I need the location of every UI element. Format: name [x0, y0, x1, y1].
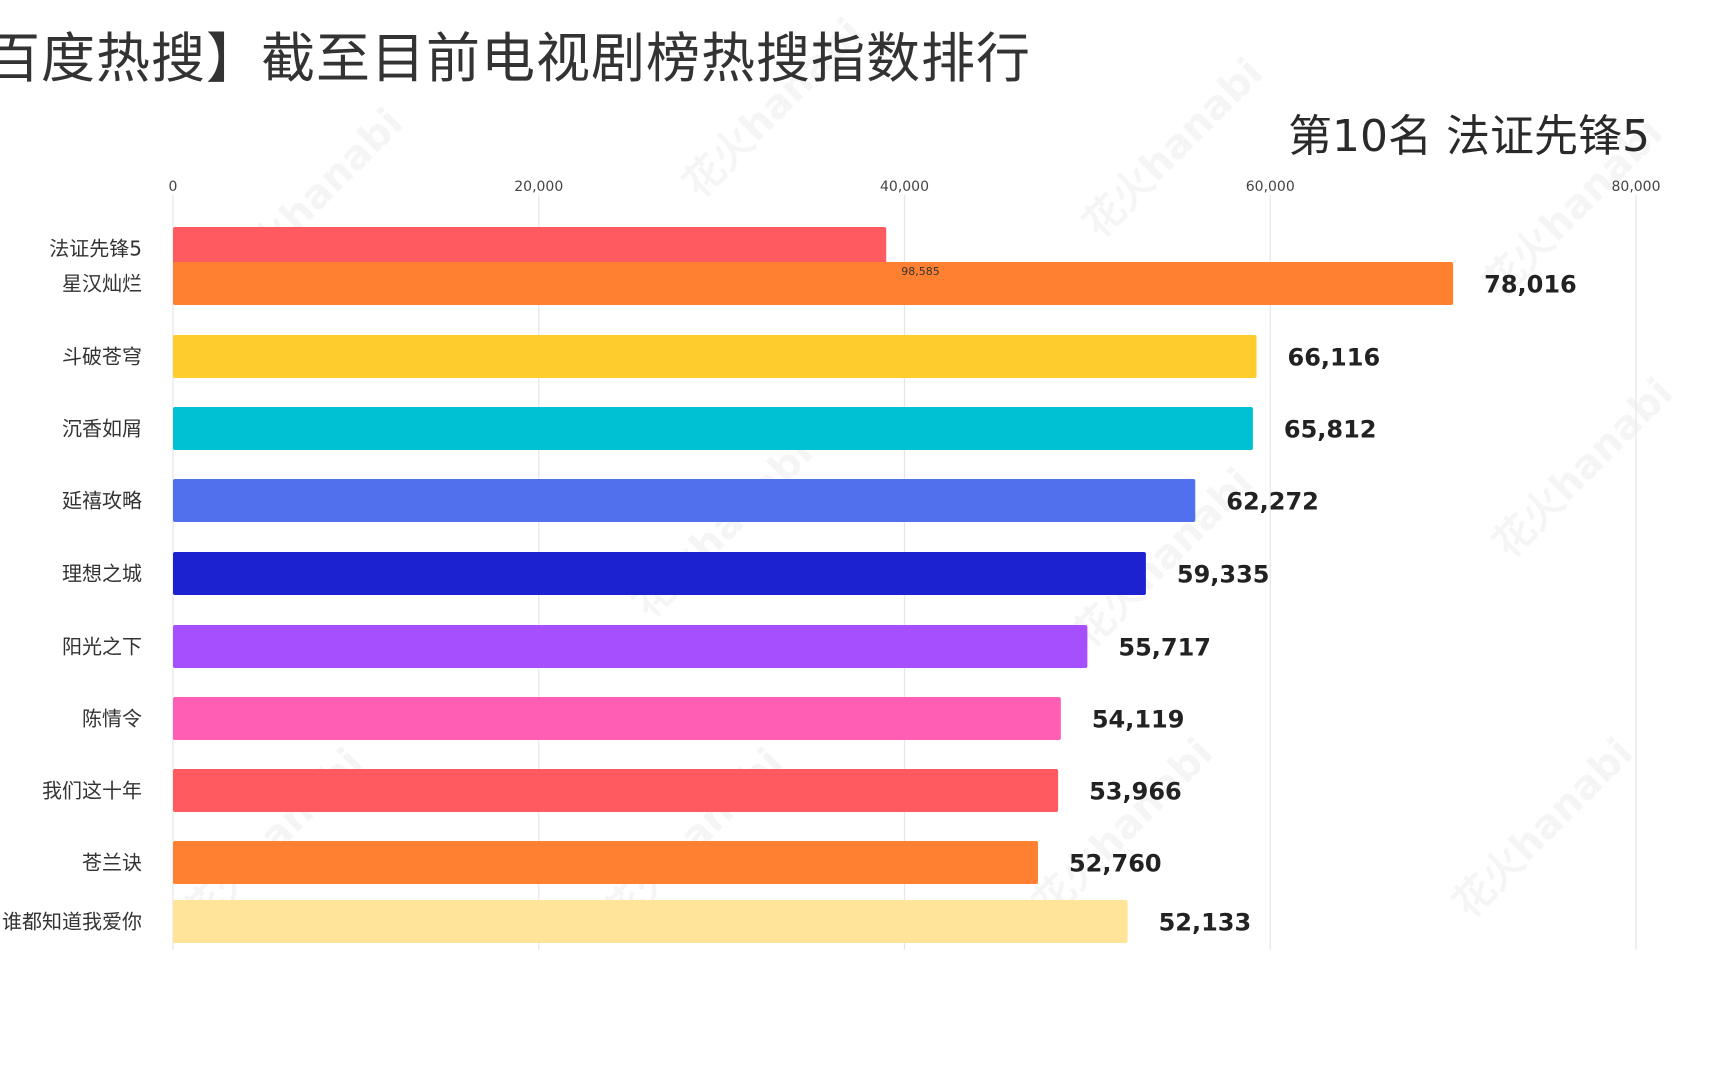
category-label: 沉香如屑	[62, 417, 142, 441]
bar	[173, 625, 1088, 668]
value-label: 52,133	[1159, 909, 1252, 937]
watermark-text: 花火hanabi	[675, 10, 872, 207]
category-label: 星汉灿烂	[62, 272, 142, 296]
x-tick-label: 60,000	[1246, 179, 1295, 195]
category-label: 陈情令	[82, 707, 142, 731]
x-tick-label: 40,000	[880, 179, 929, 195]
labels: 0 20,000 40,000 60,000 80,000 法证先锋5 98,585 星汉灿烂…	[2, 179, 1661, 937]
bar	[173, 335, 1257, 378]
x-tick-label: 20,000	[514, 179, 563, 195]
bar	[173, 407, 1253, 450]
bar	[173, 900, 1128, 943]
chart-title: 百度热搜】截至目前电视剧榜热搜指数排行	[0, 27, 1031, 90]
value-label: 54,119	[1092, 706, 1185, 734]
rank-caption: 第10名 法证先锋5	[1288, 111, 1650, 162]
value-label: 62,272	[1226, 488, 1319, 516]
value-label: 53,966	[1089, 778, 1182, 806]
bar	[173, 227, 887, 270]
watermark-text: 花火hanabi	[1025, 730, 1222, 927]
value-label: 66,116	[1288, 344, 1381, 372]
value-label: 52,760	[1069, 850, 1162, 878]
watermark-text: 花火hanabi	[1485, 370, 1682, 567]
value-label: 98,585	[901, 265, 940, 278]
bar	[173, 697, 1061, 740]
category-label: 我们这十年	[42, 779, 142, 803]
watermark-text: 花火hanabi	[1445, 730, 1642, 927]
watermark-text: 花火hanabi	[1075, 50, 1272, 247]
category-label: 理想之城	[62, 562, 142, 586]
category-label: 苍兰诀	[82, 851, 142, 875]
x-tick-label: 0	[169, 179, 178, 195]
category-label: 法证先锋5	[49, 237, 142, 261]
bar	[173, 769, 1059, 812]
bar	[173, 262, 1454, 305]
category-label: 延禧攻略	[62, 489, 142, 513]
bar	[173, 841, 1038, 884]
value-label: 55,717	[1118, 634, 1211, 662]
bars	[173, 227, 1454, 943]
category-label: 阳光之下	[62, 635, 142, 659]
value-label: 65,812	[1284, 416, 1377, 444]
watermark-text: 花火hanabi	[625, 430, 822, 627]
value-label: 59,335	[1177, 561, 1270, 589]
bar	[173, 552, 1146, 595]
category-label: 谁都知道我爱你	[2, 910, 142, 934]
category-label: 斗破苍穹	[62, 345, 142, 369]
value-label: 78,016	[1484, 271, 1577, 299]
x-tick-label: 80,000	[1612, 179, 1661, 195]
bar	[173, 479, 1196, 522]
